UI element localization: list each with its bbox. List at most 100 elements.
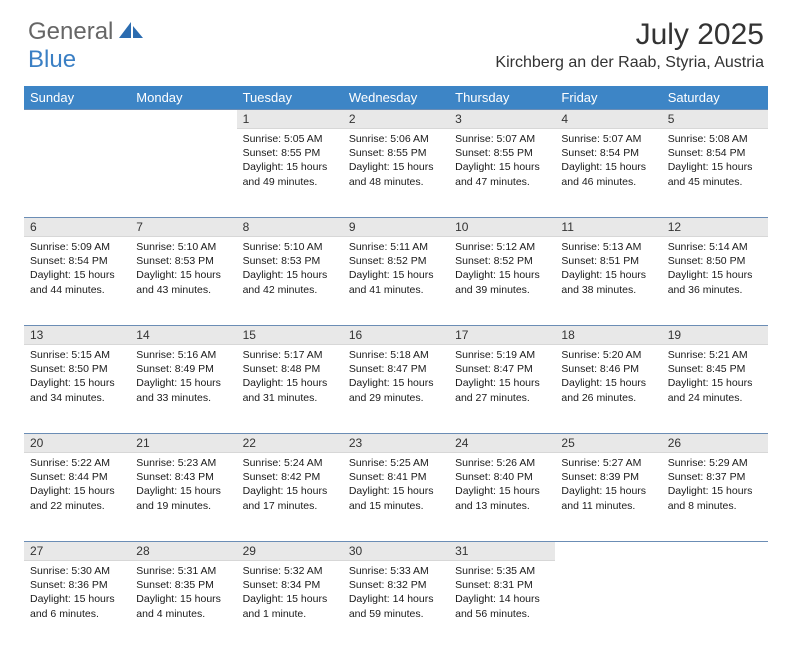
day-cell: Sunrise: 5:32 AMSunset: 8:34 PMDaylight:… [237,561,343,649]
day-number: 20 [24,433,130,453]
day-body: Sunrise: 5:32 AMSunset: 8:34 PMDaylight:… [237,561,343,627]
day-header: Wednesday [343,86,449,109]
title-block: July 2025 Kirchberg an der Raab, Styria,… [495,18,764,72]
day-number: 24 [449,433,555,453]
sunrise-text: Sunrise: 5:31 AM [136,564,230,578]
day-body: Sunrise: 5:10 AMSunset: 8:53 PMDaylight:… [130,237,236,303]
day-number: 8 [237,217,343,237]
day-body: Sunrise: 5:12 AMSunset: 8:52 PMDaylight:… [449,237,555,303]
day-number: 31 [449,541,555,561]
sunrise-text: Sunrise: 5:27 AM [561,456,655,470]
sunset-text: Sunset: 8:50 PM [668,254,762,268]
day-number: 7 [130,217,236,237]
day-body: Sunrise: 5:31 AMSunset: 8:35 PMDaylight:… [130,561,236,627]
logo-blue-wrap: Blue [28,46,76,74]
day-cell [24,129,130,217]
sunrise-text: Sunrise: 5:20 AM [561,348,655,362]
daylight-text: Daylight: 15 hours and 47 minutes. [455,160,549,188]
day-cell: Sunrise: 5:24 AMSunset: 8:42 PMDaylight:… [237,453,343,541]
daylight-text: Daylight: 15 hours and 41 minutes. [349,268,443,296]
day-cell: Sunrise: 5:10 AMSunset: 8:53 PMDaylight:… [130,237,236,325]
day-cell: Sunrise: 5:16 AMSunset: 8:49 PMDaylight:… [130,345,236,433]
daylight-text: Daylight: 15 hours and 46 minutes. [561,160,655,188]
day-cell: Sunrise: 5:30 AMSunset: 8:36 PMDaylight:… [24,561,130,649]
sunrise-text: Sunrise: 5:18 AM [349,348,443,362]
sunrise-text: Sunrise: 5:13 AM [561,240,655,254]
day-cell [555,561,661,649]
sunrise-text: Sunrise: 5:21 AM [668,348,762,362]
sunrise-text: Sunrise: 5:33 AM [349,564,443,578]
day-number-cell [130,109,236,129]
sunrise-text: Sunrise: 5:23 AM [136,456,230,470]
day-cell: Sunrise: 5:12 AMSunset: 8:52 PMDaylight:… [449,237,555,325]
day-number-cell: 1 [237,109,343,129]
sunset-text: Sunset: 8:42 PM [243,470,337,484]
sunset-text: Sunset: 8:45 PM [668,362,762,376]
day-body: Sunrise: 5:07 AMSunset: 8:55 PMDaylight:… [449,129,555,195]
sunset-text: Sunset: 8:43 PM [136,470,230,484]
sunrise-text: Sunrise: 5:07 AM [561,132,655,146]
day-cell: Sunrise: 5:07 AMSunset: 8:55 PMDaylight:… [449,129,555,217]
daynum-row: 6789101112 [24,217,768,237]
day-number [555,541,661,546]
daylight-text: Daylight: 15 hours and 4 minutes. [136,592,230,620]
sunrise-text: Sunrise: 5:11 AM [349,240,443,254]
day-cell: Sunrise: 5:25 AMSunset: 8:41 PMDaylight:… [343,453,449,541]
sunrise-text: Sunrise: 5:25 AM [349,456,443,470]
day-number-cell: 31 [449,541,555,561]
day-header: Saturday [662,86,768,109]
day-body: Sunrise: 5:25 AMSunset: 8:41 PMDaylight:… [343,453,449,519]
day-number: 1 [237,109,343,129]
day-cell: Sunrise: 5:14 AMSunset: 8:50 PMDaylight:… [662,237,768,325]
day-number-cell: 2 [343,109,449,129]
sunset-text: Sunset: 8:48 PM [243,362,337,376]
day-cell: Sunrise: 5:27 AMSunset: 8:39 PMDaylight:… [555,453,661,541]
day-body: Sunrise: 5:17 AMSunset: 8:48 PMDaylight:… [237,345,343,411]
day-body: Sunrise: 5:18 AMSunset: 8:47 PMDaylight:… [343,345,449,411]
day-number-cell: 9 [343,217,449,237]
day-cell: Sunrise: 5:20 AMSunset: 8:46 PMDaylight:… [555,345,661,433]
sunset-text: Sunset: 8:36 PM [30,578,124,592]
day-body: Sunrise: 5:30 AMSunset: 8:36 PMDaylight:… [24,561,130,627]
sunset-text: Sunset: 8:47 PM [455,362,549,376]
daylight-text: Daylight: 15 hours and 24 minutes. [668,376,762,404]
sunrise-text: Sunrise: 5:24 AM [243,456,337,470]
day-number: 4 [555,109,661,129]
day-cell: Sunrise: 5:09 AMSunset: 8:54 PMDaylight:… [24,237,130,325]
day-body: Sunrise: 5:24 AMSunset: 8:42 PMDaylight:… [237,453,343,519]
daylight-text: Daylight: 15 hours and 45 minutes. [668,160,762,188]
daylight-text: Daylight: 15 hours and 39 minutes. [455,268,549,296]
daylight-text: Daylight: 15 hours and 19 minutes. [136,484,230,512]
day-body: Sunrise: 5:20 AMSunset: 8:46 PMDaylight:… [555,345,661,411]
day-number-cell: 21 [130,433,236,453]
daylight-text: Daylight: 15 hours and 48 minutes. [349,160,443,188]
day-body: Sunrise: 5:27 AMSunset: 8:39 PMDaylight:… [555,453,661,519]
day-number-cell: 10 [449,217,555,237]
daylight-text: Daylight: 15 hours and 49 minutes. [243,160,337,188]
day-number: 22 [237,433,343,453]
day-number-cell: 29 [237,541,343,561]
sunrise-text: Sunrise: 5:06 AM [349,132,443,146]
sunrise-text: Sunrise: 5:16 AM [136,348,230,362]
day-body: Sunrise: 5:23 AMSunset: 8:43 PMDaylight:… [130,453,236,519]
day-number [130,109,236,114]
day-body: Sunrise: 5:14 AMSunset: 8:50 PMDaylight:… [662,237,768,303]
day-number-cell: 18 [555,325,661,345]
content-row: Sunrise: 5:30 AMSunset: 8:36 PMDaylight:… [24,561,768,649]
day-number-cell: 12 [662,217,768,237]
daynum-row: 2728293031 [24,541,768,561]
day-body: Sunrise: 5:19 AMSunset: 8:47 PMDaylight:… [449,345,555,411]
content-row: Sunrise: 5:15 AMSunset: 8:50 PMDaylight:… [24,345,768,433]
logo-text-general: General [28,18,113,46]
sunset-text: Sunset: 8:55 PM [243,146,337,160]
day-body: Sunrise: 5:07 AMSunset: 8:54 PMDaylight:… [555,129,661,195]
daylight-text: Daylight: 15 hours and 38 minutes. [561,268,655,296]
daynum-row: 12345 [24,109,768,129]
content-row: Sunrise: 5:09 AMSunset: 8:54 PMDaylight:… [24,237,768,325]
sunset-text: Sunset: 8:35 PM [136,578,230,592]
day-body: Sunrise: 5:35 AMSunset: 8:31 PMDaylight:… [449,561,555,627]
page-header: General July 2025 Kirchberg an der Raab,… [0,0,792,78]
day-number-cell: 22 [237,433,343,453]
day-cell: Sunrise: 5:26 AMSunset: 8:40 PMDaylight:… [449,453,555,541]
location: Kirchberg an der Raab, Styria, Austria [495,54,764,72]
